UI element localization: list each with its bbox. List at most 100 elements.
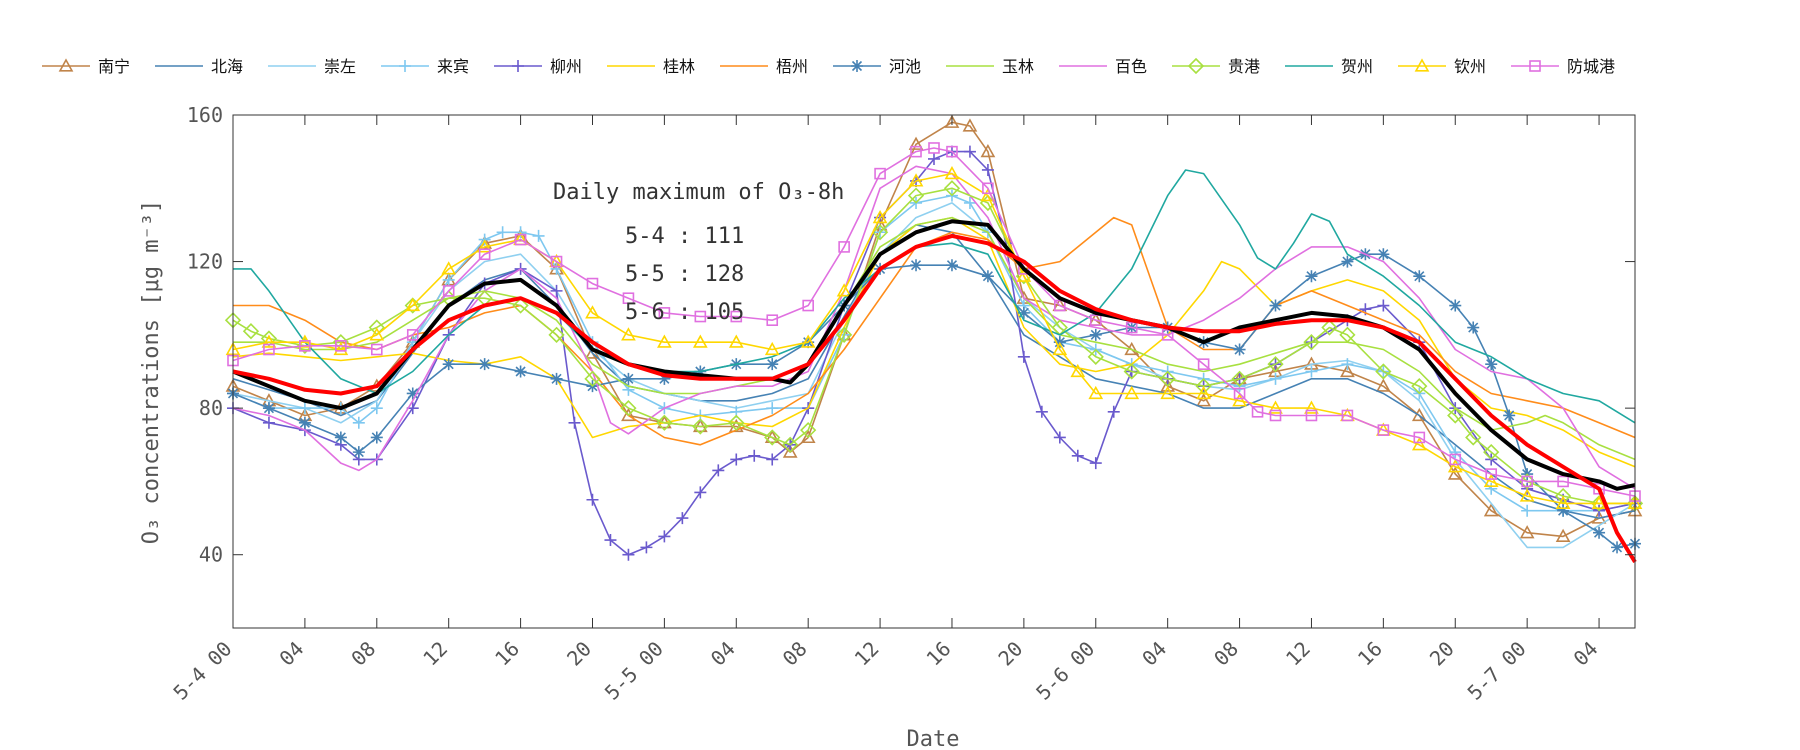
series-line	[232, 202, 1636, 549]
data-point	[442, 285, 455, 297]
series-玉林	[233, 216, 1636, 461]
data-point	[692, 334, 708, 348]
legend-item-崇左: 崇左	[268, 57, 356, 76]
data-point	[1557, 475, 1569, 488]
data-point	[1251, 406, 1264, 418]
data-point	[1411, 437, 1427, 451]
data-point	[405, 297, 421, 312]
legend-marker	[1187, 57, 1205, 75]
data-point	[622, 372, 635, 385]
data-point	[1160, 385, 1176, 400]
legend-item-贺州: 贺州	[1285, 57, 1373, 76]
data-point	[260, 330, 278, 347]
series-line	[232, 172, 1635, 505]
legend-label: 柳州	[550, 57, 582, 76]
data-point	[478, 248, 491, 261]
data-point	[1233, 343, 1246, 356]
data-point	[1411, 407, 1427, 422]
series-aggregate-14	[232, 219, 1636, 491]
x-tick-label: 08	[346, 637, 380, 671]
legend-label: 贵港	[1228, 57, 1260, 76]
data-point	[334, 431, 347, 444]
data-point	[622, 548, 635, 561]
data-point	[945, 259, 958, 272]
data-point	[1035, 405, 1048, 418]
data-point	[568, 416, 581, 429]
data-point	[764, 429, 781, 446]
legend-marker	[512, 60, 524, 72]
data-point	[1593, 526, 1606, 539]
legend-label: 百色	[1115, 57, 1147, 76]
legend: 南宁 北海 崇左 来宾 柳州 桂林 梧州 河池 玉林 百色 贵港 贺州 钦州 防城港	[42, 57, 1615, 76]
data-point	[1449, 299, 1462, 312]
data-point	[1483, 503, 1499, 517]
series-北海	[232, 224, 1636, 519]
x-tick-label: 20	[562, 637, 596, 671]
x-tick-label: 20	[993, 637, 1027, 671]
data-point	[766, 453, 779, 466]
legend-label: 贺州	[1341, 57, 1373, 76]
data-point	[1233, 387, 1246, 400]
data-point	[1377, 424, 1390, 436]
data-point	[1197, 358, 1210, 370]
legend-label: 桂林	[663, 57, 695, 76]
legend-label: 玉林	[1002, 57, 1034, 76]
x-tick-label: 5-6 00	[1031, 637, 1099, 705]
data-point	[1483, 443, 1500, 461]
data-point	[1467, 321, 1480, 334]
series-line	[232, 233, 1637, 564]
data-point	[1377, 248, 1390, 261]
data-point	[1089, 457, 1102, 470]
data-point	[782, 444, 798, 458]
x-tick-label: 04	[1569, 637, 1603, 671]
x-tick-label: 5-5 00	[600, 637, 668, 705]
data-point	[1521, 504, 1534, 517]
x-tick-label: 5-4 00	[168, 637, 236, 705]
data-point	[1485, 358, 1498, 371]
legend-item-玉林: 玉林	[946, 57, 1034, 76]
data-point	[694, 486, 707, 499]
data-point	[657, 334, 672, 348]
series-line	[232, 224, 1636, 519]
y-tick-label: 80	[199, 396, 223, 420]
data-point	[604, 534, 617, 547]
x-tick-label: 12	[850, 637, 884, 671]
data-point	[299, 340, 311, 352]
legend-label: 北海	[211, 57, 243, 76]
legend-label: 南宁	[98, 57, 130, 76]
data-point	[1449, 446, 1462, 459]
data-point	[640, 541, 653, 554]
data-point	[838, 241, 850, 253]
data-point	[1017, 306, 1030, 319]
data-point	[694, 310, 707, 323]
data-point	[1519, 488, 1535, 502]
data-point	[550, 255, 563, 268]
legend-marker	[1529, 60, 1541, 72]
data-point	[1107, 405, 1120, 418]
data-point	[1305, 365, 1318, 378]
data-point	[656, 414, 673, 431]
y-axis-label: O₃ concentrations [μg m⁻³]	[139, 200, 164, 544]
legend-item-贵港: 贵港	[1172, 57, 1260, 76]
data-point	[981, 270, 994, 283]
data-point	[908, 136, 924, 150]
data-point	[441, 261, 457, 275]
data-point	[1557, 504, 1570, 517]
data-point	[370, 402, 383, 415]
data-point	[1321, 319, 1338, 336]
data-point	[871, 224, 889, 241]
x-tick-label: 16	[490, 637, 524, 671]
data-point	[261, 334, 277, 348]
data-point	[1339, 326, 1356, 343]
data-point	[550, 284, 563, 297]
legend-item-桂林: 桂林	[607, 57, 695, 76]
series-防城港	[227, 142, 1641, 502]
data-point	[550, 262, 563, 275]
data-point	[800, 421, 817, 439]
legend-item-钦州: 钦州	[1398, 57, 1486, 76]
legend-item-百色: 百色	[1059, 57, 1147, 76]
plot-series	[224, 114, 1644, 564]
data-point	[728, 334, 744, 348]
data-point	[1375, 363, 1392, 380]
